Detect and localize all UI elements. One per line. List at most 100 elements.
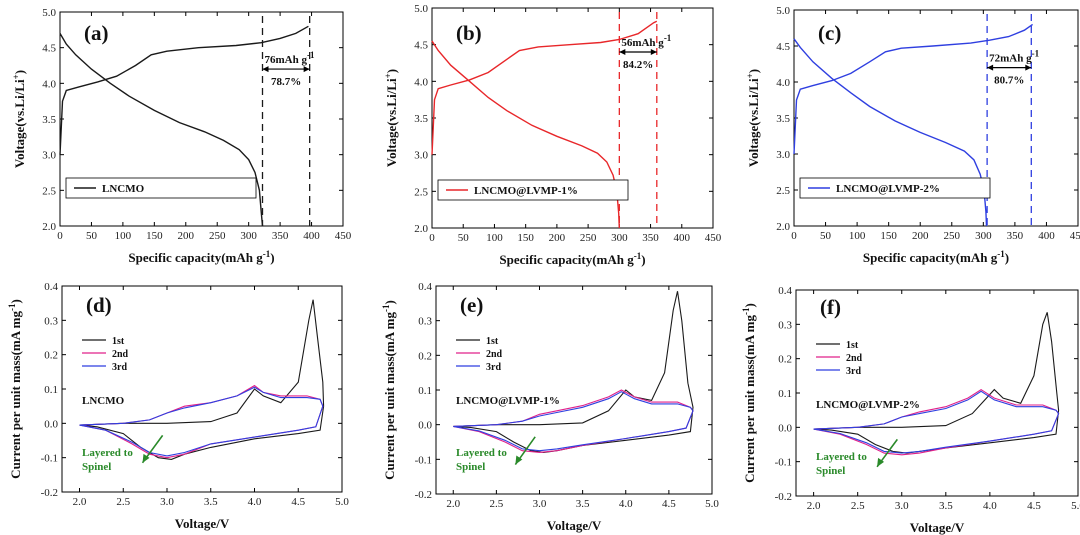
y-tick-label: 2.0: [42, 221, 56, 233]
y-tick-label: -0.2: [775, 491, 792, 503]
y-axis-label: Current per unit mass(mA mg-1): [741, 303, 757, 483]
panel-label: (b): [456, 21, 482, 45]
x-tick-label: 400: [674, 232, 691, 244]
x-tick-label: 2.0: [807, 500, 821, 512]
y-axis-label: Voltage(vs.Li/Li+): [11, 70, 27, 168]
x-tick-label: 100: [849, 230, 866, 242]
y-tick-label: 0.1: [44, 384, 58, 396]
x-axis-label-part-2: ): [641, 252, 645, 267]
retention-annotation: 78.7%: [271, 76, 301, 88]
x-tick-label: 4.5: [662, 498, 676, 510]
y-tick-label: 3.0: [414, 150, 428, 162]
y-axis-label-part-0: Current per unit mass(mA mg: [382, 312, 397, 480]
x-tick-label: 0: [429, 232, 435, 244]
panel-label: (e): [460, 293, 483, 317]
y-tick-label: 0.3: [418, 316, 432, 328]
legend-label: 1st: [846, 340, 859, 351]
y-tick-label: 3.0: [42, 150, 56, 162]
legend-label: LNCMO@LVMP-1%: [474, 185, 578, 197]
y-axis-label-part-2: ): [746, 69, 761, 73]
x-axis-label-part-1: -1: [634, 251, 642, 261]
y-axis-label: Current per unit mass(mA mg-1): [7, 299, 23, 479]
capacity-annotation-part-0: 72mAh g: [989, 53, 1032, 65]
x-tick-label: 350: [272, 230, 289, 242]
x-tick-label: 400: [1038, 230, 1055, 242]
y-tick-label: 0.2: [778, 354, 792, 366]
panel-label: (a): [84, 21, 109, 45]
x-tick-label: 250: [209, 230, 226, 242]
sample-label: LNCMO@LVMP-1%: [456, 395, 560, 407]
x-axis-label: Voltage/V: [175, 516, 230, 531]
y-tick-label: 3.0: [776, 149, 790, 161]
x-tick-label: 200: [549, 232, 566, 244]
y-tick-label: 0.0: [44, 418, 58, 430]
y-tick-label: 0.4: [778, 285, 792, 297]
y-tick-label: 2.5: [776, 185, 790, 197]
legend-label: 1st: [486, 336, 499, 347]
transition-arrow-head: [142, 453, 150, 463]
cv-curve-3rd: [453, 391, 694, 452]
y-tick-label: -0.2: [41, 487, 58, 499]
transition-label-line1: Layered to: [456, 447, 507, 459]
arrow-head-left: [262, 66, 269, 73]
capacity-annotation-part-0: 56mAh g: [621, 37, 664, 49]
y-axis-label-part-1: -1: [381, 304, 391, 312]
x-axis-label-part-1: -1: [997, 249, 1005, 259]
sample-label: LNCMO@LVMP-2%: [816, 399, 920, 411]
capacity-annotation: 56mAh g-1: [621, 33, 671, 49]
y-tick-label: 4.0: [42, 78, 56, 90]
panel-e: 2.0 2.5 3.0 3.5 4.0 4.5 5.0 -0.2 -0.1 0.0 0.1 0.2 0.…: [381, 281, 719, 533]
arrow-head-left: [987, 64, 994, 71]
x-tick-label: 50: [458, 232, 470, 244]
x-axis-label-part-2: ): [1005, 250, 1009, 265]
y-tick-label: 0.2: [44, 350, 58, 362]
x-axis-label: Specific capacity(mAh g-1): [128, 249, 274, 265]
y-axis-label: Current per unit mass(mA mg-1): [381, 300, 397, 480]
panel-b: 0 50 100 150 200 250 300 350 400 450 2.0 2.5 3.0 3.5 4…: [383, 3, 722, 267]
panel-f: 2.0 2.5 3.0 3.5 4.0 4.5 5.0 -0.2 -0.1 0.0 0.1 0.2 0.…: [741, 285, 1080, 535]
sample-label: LNCMO: [82, 395, 125, 407]
x-tick-label: 300: [240, 230, 257, 242]
cv-curve-3rd: [813, 390, 1060, 454]
y-axis-label-part-2: ): [12, 70, 27, 74]
arrow-head-left: [619, 49, 626, 55]
capacity-annotation-part-1: -1: [664, 33, 672, 43]
y-tick-label: 2.0: [414, 223, 428, 235]
x-tick-label: 5.0: [705, 498, 719, 510]
x-tick-label: 200: [178, 230, 195, 242]
legend-label: 2nd: [486, 349, 503, 360]
y-tick-label: 0.0: [418, 420, 432, 432]
y-axis-label-part-0: Voltage(vs.Li/Li: [12, 79, 27, 168]
y-axis-label-part-0: Voltage(vs.Li/Li: [384, 78, 399, 167]
y-tick-label: 4.5: [776, 41, 790, 53]
transition-label-line1: Layered to: [816, 451, 867, 463]
x-tick-label: 50: [86, 230, 98, 242]
x-tick-label: 5.0: [335, 496, 349, 508]
x-tick-label: 100: [115, 230, 132, 242]
x-tick-label: 150: [880, 230, 897, 242]
x-tick-label: 300: [611, 232, 628, 244]
x-axis-label-part-1: -1: [263, 249, 271, 259]
transition-label-line2: Spinel: [82, 461, 111, 473]
capacity-annotation-part-0: 76mAh g: [265, 54, 308, 66]
y-tick-label: 5.0: [414, 3, 428, 15]
x-axis-label-part-0: Specific capacity(mAh g: [499, 252, 634, 267]
panel-label: (d): [86, 293, 112, 317]
y-axis-label-part-0: Current per unit mass(mA mg: [742, 315, 757, 483]
cv-curve-3rd: [79, 386, 324, 457]
capacity-annotation: 76mAh g-1: [265, 50, 315, 66]
x-tick-label: 450: [335, 230, 352, 242]
x-tick-label: 300: [975, 230, 992, 242]
legend-box: [437, 179, 629, 201]
x-tick-label: 350: [642, 232, 659, 244]
charge-curve: [793, 23, 1034, 155]
x-tick-label: 4.0: [619, 498, 633, 510]
y-axis-label-part-1: +: [383, 73, 393, 78]
x-axis-label-part-0: Specific capacity(mAh g: [863, 250, 998, 265]
transition-label-line2: Spinel: [816, 465, 845, 477]
x-tick-label: 50: [820, 230, 832, 242]
y-tick-label: 4.5: [414, 40, 428, 52]
y-tick-label: 2.0: [776, 221, 790, 233]
legend-label: LNCMO: [102, 183, 145, 195]
